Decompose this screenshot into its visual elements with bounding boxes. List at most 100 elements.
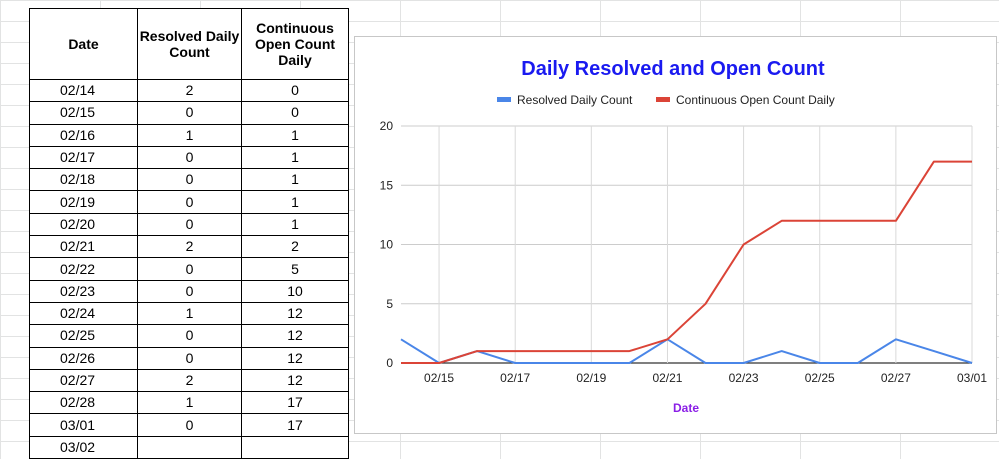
cell-open[interactable]: 0 — [241, 101, 349, 125]
cell-open[interactable]: 1 — [241, 190, 349, 214]
cell-resolved[interactable]: 0 — [137, 212, 242, 237]
cell-open[interactable]: 17 — [241, 413, 349, 437]
header-resolved-daily-count[interactable]: Resolved Daily Count — [137, 8, 242, 80]
cell-date[interactable]: 02/20 — [29, 212, 138, 237]
data-table: Date Resolved Daily Count Continuous Ope… — [29, 8, 349, 459]
cell-resolved[interactable]: 0 — [137, 346, 242, 370]
y-tick-label: 0 — [386, 356, 393, 370]
legend-label-resolved: Resolved Daily Count — [517, 93, 633, 107]
table-row: 02/25 0 12 — [29, 324, 349, 348]
cell-resolved[interactable]: 0 — [137, 101, 242, 125]
cell-resolved[interactable]: 1 — [137, 391, 242, 415]
table-row: 03/02 — [29, 435, 349, 459]
table-row: 02/28 1 17 — [29, 391, 349, 415]
chart-title: Daily Resolved and Open Count — [521, 58, 825, 80]
y-axis-ticks: 0 5 10 15 20 — [380, 119, 394, 370]
cell-date[interactable]: 02/22 — [29, 257, 138, 281]
cell-open[interactable]: 12 — [241, 301, 349, 326]
x-tick-label: 02/27 — [881, 371, 911, 385]
cell-resolved[interactable]: 0 — [137, 324, 242, 348]
cell-open[interactable]: 17 — [241, 391, 349, 415]
y-tick-label: 5 — [386, 297, 393, 311]
cell-date[interactable]: 02/27 — [29, 368, 138, 393]
cell-date[interactable]: 02/25 — [29, 324, 138, 348]
table-row: 02/17 0 1 — [29, 145, 349, 170]
cell-date[interactable]: 02/23 — [29, 279, 138, 303]
x-tick-label: 02/25 — [805, 371, 835, 385]
table-row: 02/16 1 1 — [29, 123, 349, 147]
cell-date[interactable]: 02/26 — [29, 346, 138, 370]
cell-resolved[interactable]: 2 — [137, 78, 242, 103]
cell-open[interactable]: 12 — [241, 368, 349, 393]
x-tick-label: 02/21 — [652, 371, 682, 385]
cell-open[interactable]: 1 — [241, 145, 349, 170]
cell-date[interactable]: 02/16 — [29, 123, 138, 147]
cell-resolved[interactable]: 0 — [137, 257, 242, 281]
x-axis-label: Date — [673, 401, 699, 415]
cell-date[interactable]: 03/01 — [29, 413, 138, 437]
table-row: 02/24 1 12 — [29, 301, 349, 326]
table-header-row: Date Resolved Daily Count Continuous Ope… — [29, 8, 349, 80]
cell-resolved[interactable]: 0 — [137, 279, 242, 303]
cell-resolved[interactable] — [137, 435, 242, 459]
table-row: 02/27 2 12 — [29, 368, 349, 393]
table-row: 02/19 0 1 — [29, 190, 349, 214]
table-row: 02/15 0 0 — [29, 101, 349, 125]
line-chart[interactable]: Daily Resolved and Open Count Resolved D… — [354, 36, 997, 434]
cell-open[interactable]: 12 — [241, 324, 349, 348]
table-row: 02/22 0 5 — [29, 257, 349, 281]
x-tick-label: 02/17 — [500, 371, 530, 385]
cell-date[interactable]: 02/19 — [29, 190, 138, 214]
cell-open[interactable]: 5 — [241, 257, 349, 281]
cell-open[interactable]: 12 — [241, 346, 349, 370]
table-row: 02/20 0 1 — [29, 212, 349, 237]
cell-date[interactable]: 02/28 — [29, 391, 138, 415]
legend-label-open: Continuous Open Count Daily — [676, 93, 835, 107]
series-layer — [400, 160, 973, 364]
cell-resolved[interactable]: 0 — [137, 145, 242, 170]
cell-resolved[interactable]: 1 — [137, 123, 242, 147]
table-row: 02/21 2 2 — [29, 235, 349, 259]
table-row: 03/01 0 17 — [29, 413, 349, 437]
cell-open[interactable]: 1 — [241, 123, 349, 147]
x-axis-ticks: 02/15 02/17 02/19 02/21 02/23 02/25 02/27 03/01 — [424, 371, 987, 385]
table-row: 02/26 0 12 — [29, 346, 349, 370]
cell-resolved[interactable]: 0 — [137, 168, 242, 192]
cell-open[interactable]: 0 — [241, 78, 349, 103]
header-date[interactable]: Date — [29, 8, 138, 80]
table-row: 02/14 2 0 — [29, 78, 349, 103]
legend-swatch-open — [656, 97, 670, 102]
cell-resolved[interactable]: 2 — [137, 235, 242, 259]
legend: Resolved Daily Count Continuous Open Cou… — [497, 93, 835, 107]
table-row: 02/18 0 1 — [29, 168, 349, 192]
x-tick-label: 02/19 — [576, 371, 606, 385]
cell-open[interactable]: 10 — [241, 279, 349, 303]
series-line-resolved[interactable] — [400, 338, 973, 364]
x-tick-label: 02/23 — [729, 371, 759, 385]
cell-date[interactable]: 02/18 — [29, 168, 138, 192]
cell-date[interactable]: 03/02 — [29, 435, 138, 459]
cell-date[interactable]: 02/15 — [29, 101, 138, 125]
y-tick-label: 20 — [380, 119, 394, 133]
x-tick-label: 02/15 — [424, 371, 454, 385]
cell-resolved[interactable]: 0 — [137, 190, 242, 214]
cell-open[interactable]: 1 — [241, 212, 349, 237]
cell-resolved[interactable]: 2 — [137, 368, 242, 393]
cell-open[interactable] — [241, 435, 349, 459]
header-continuous-open-count[interactable]: Continuous Open Count Daily — [241, 8, 349, 80]
cell-date[interactable]: 02/17 — [29, 145, 138, 170]
chart-svg: Daily Resolved and Open Count Resolved D… — [380, 58, 988, 415]
cell-date[interactable]: 02/24 — [29, 301, 138, 326]
table-row: 02/23 0 10 — [29, 279, 349, 303]
x-tick-label: 03/01 — [957, 371, 987, 385]
cell-resolved[interactable]: 1 — [137, 301, 242, 326]
cell-resolved[interactable]: 0 — [137, 413, 242, 437]
y-tick-label: 15 — [380, 178, 394, 192]
cell-date[interactable]: 02/14 — [29, 78, 138, 103]
legend-swatch-resolved — [497, 97, 511, 102]
cell-date[interactable]: 02/21 — [29, 235, 138, 259]
cell-open[interactable]: 1 — [241, 168, 349, 192]
cell-open[interactable]: 2 — [241, 235, 349, 259]
series-line-open[interactable] — [401, 160, 972, 364]
y-tick-label: 10 — [380, 238, 394, 252]
